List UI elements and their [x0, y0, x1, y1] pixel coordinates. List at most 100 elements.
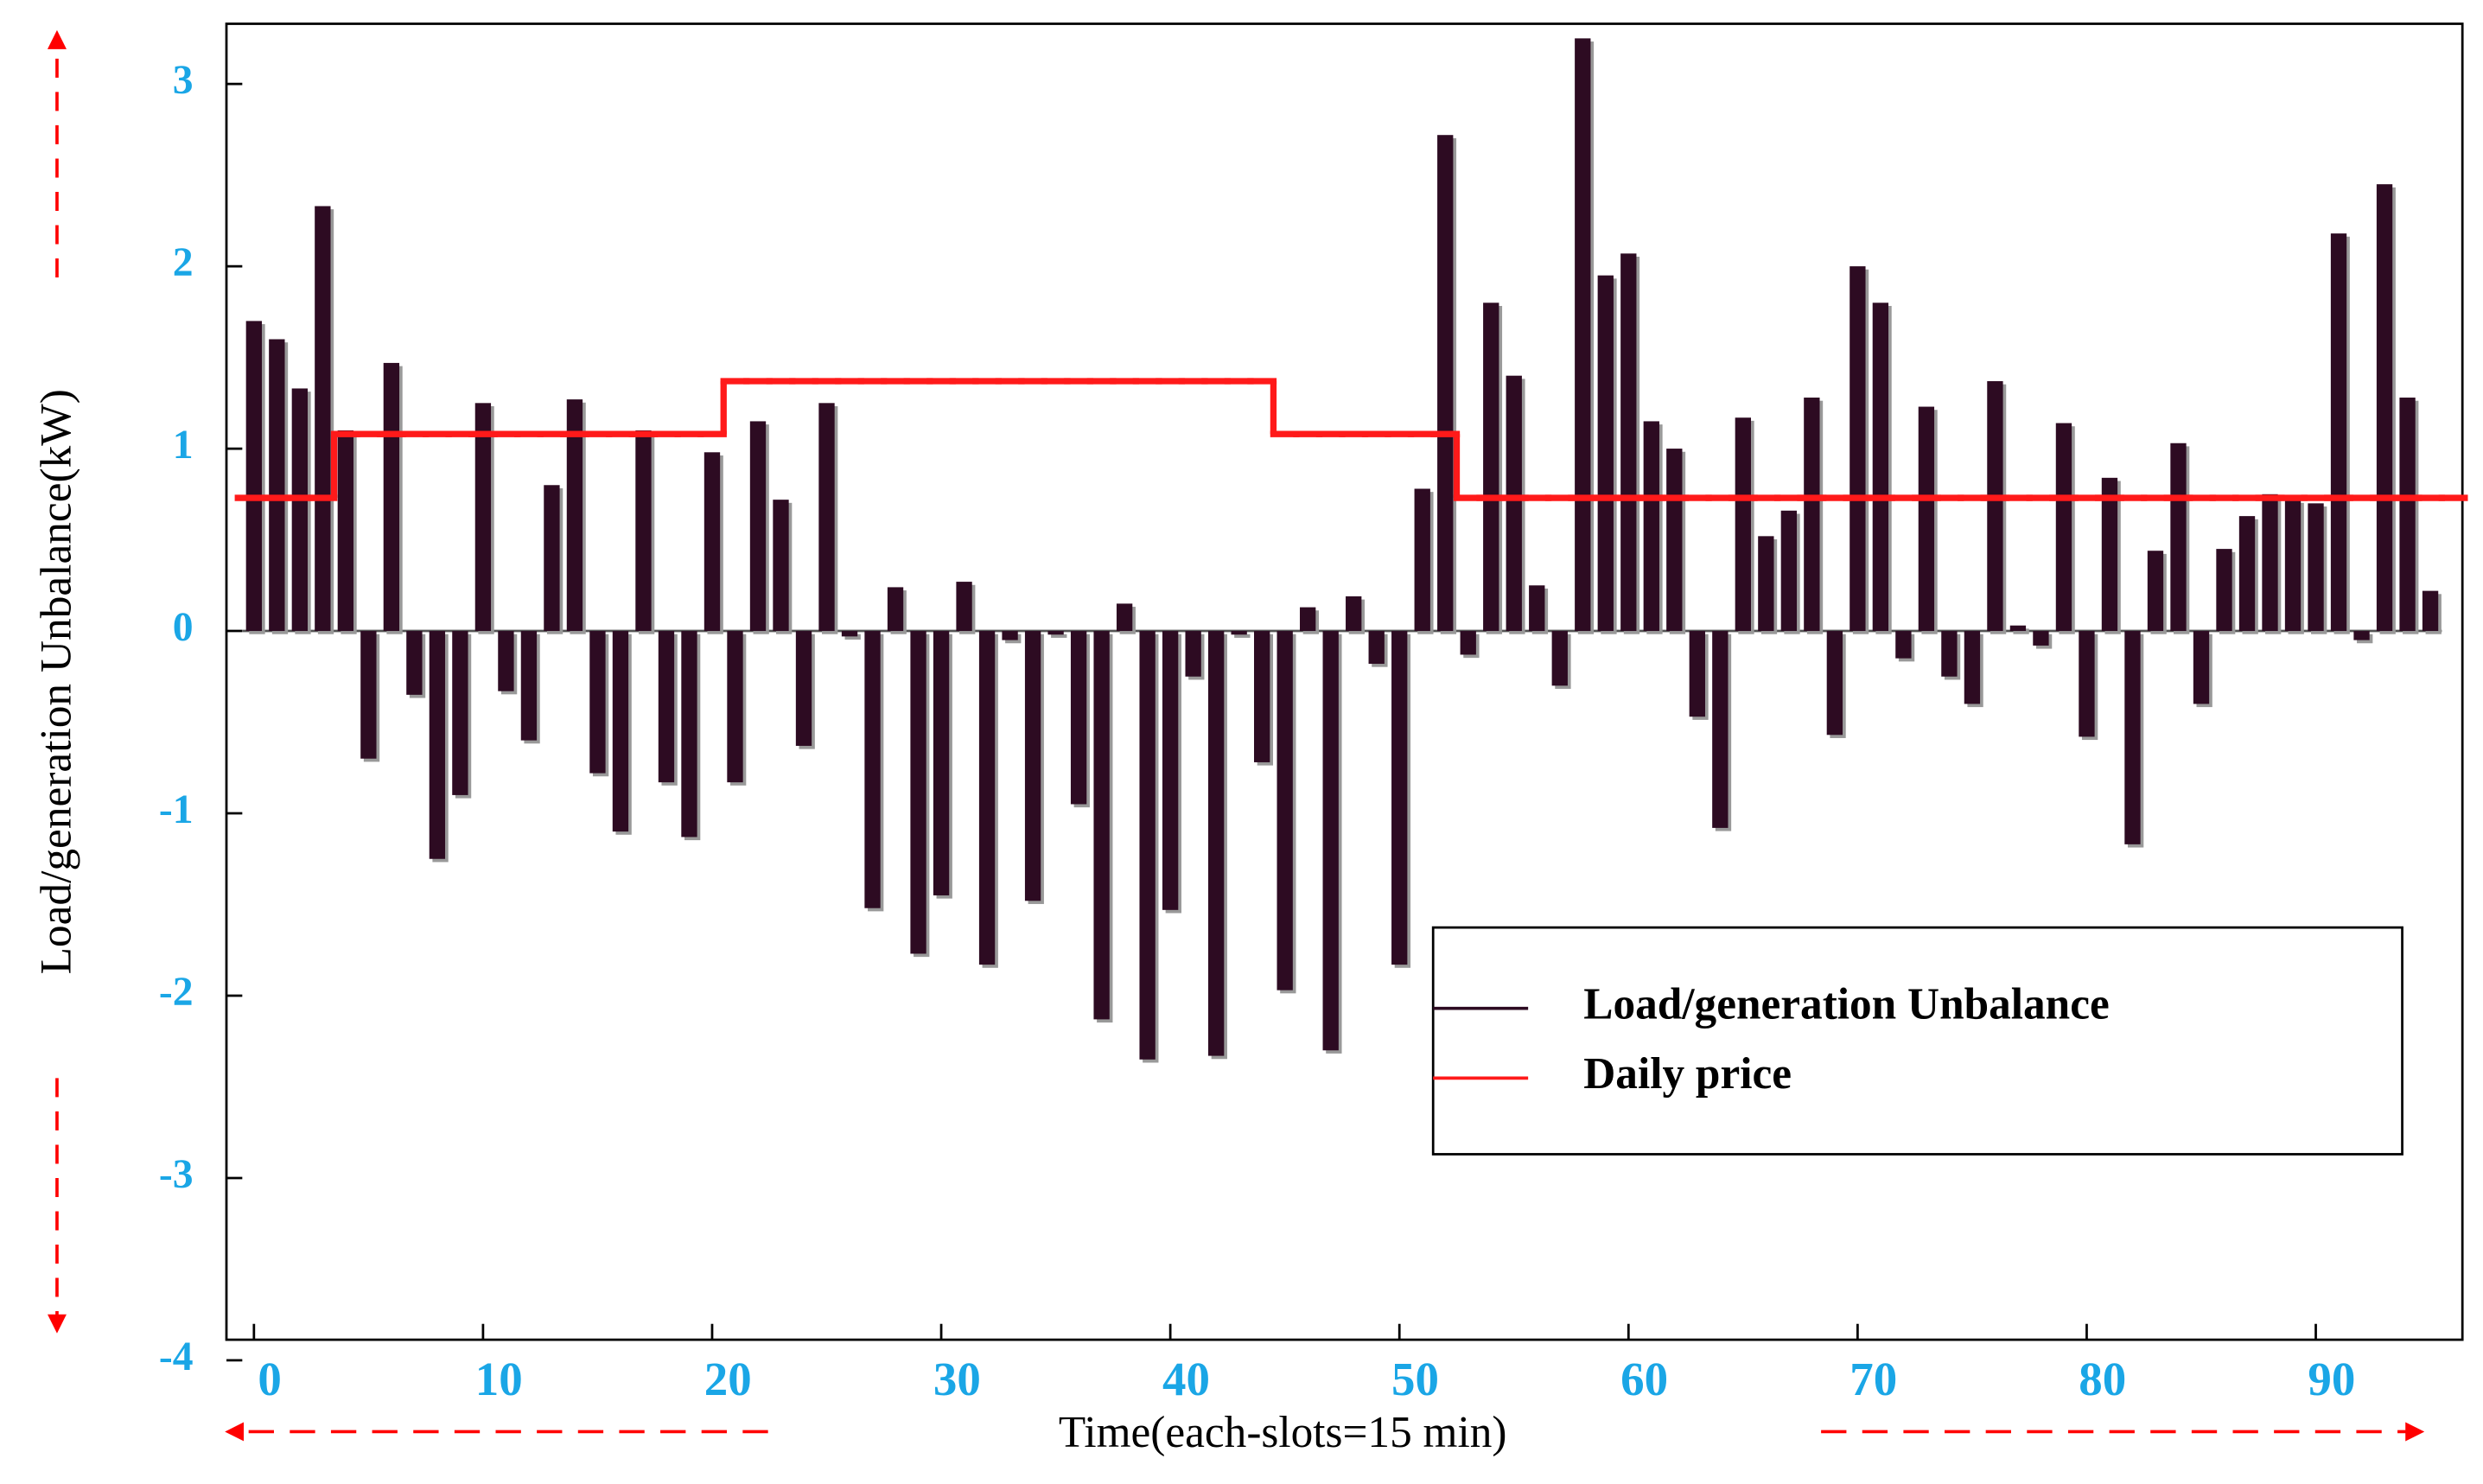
bar	[978, 631, 996, 965]
bar	[1643, 421, 1659, 632]
bar	[2055, 423, 2072, 632]
bar	[1162, 631, 1179, 910]
bar	[2009, 625, 2027, 632]
bar	[2376, 184, 2393, 632]
bar	[337, 430, 354, 632]
bar	[818, 403, 835, 632]
bar	[2353, 631, 2370, 640]
legend: Load/generation Unbalance Daily price	[1431, 926, 2403, 1156]
bar-shadow	[844, 634, 861, 640]
bar	[566, 399, 583, 632]
y-tick-label: 3	[173, 58, 194, 103]
bar	[1941, 631, 1958, 677]
bar	[1346, 596, 1362, 632]
bar	[1460, 631, 1476, 655]
bar	[245, 321, 262, 632]
bar	[1368, 631, 1385, 665]
x-tick-label: 80	[2079, 1353, 2126, 1405]
bar	[1918, 406, 1935, 632]
bar	[2238, 516, 2256, 632]
bar	[2262, 494, 2278, 632]
bar	[2170, 443, 2187, 632]
bar	[1850, 266, 1866, 632]
legend-label: Daily price	[1583, 1049, 1792, 1099]
bar	[658, 631, 675, 783]
x-tick-label: 50	[1391, 1353, 1439, 1405]
bar	[1597, 275, 1614, 632]
bar	[841, 631, 858, 637]
bar	[1506, 375, 1522, 632]
bar	[773, 500, 789, 632]
bar	[2193, 631, 2210, 704]
bar	[1231, 631, 1247, 635]
bar	[498, 631, 514, 691]
y-tick-label: 1	[173, 423, 194, 468]
bar	[383, 362, 400, 632]
bar	[2330, 233, 2347, 632]
x-axis-label: Time(each-slots=15 min)	[1059, 1408, 1507, 1457]
bar	[681, 631, 697, 838]
bar	[1437, 135, 1454, 632]
bar	[589, 631, 606, 774]
bar	[1116, 603, 1133, 632]
x-tick-label: 90	[2308, 1353, 2355, 1405]
bar	[727, 631, 743, 783]
bar	[1139, 631, 1156, 1060]
bar	[1689, 631, 1705, 717]
bar	[2147, 551, 2164, 632]
bar	[1804, 398, 1820, 632]
bar	[2399, 398, 2416, 632]
y-tick-label: -4	[159, 1334, 194, 1379]
bar	[2079, 631, 2095, 737]
bar	[1987, 381, 2003, 632]
bar	[2033, 631, 2049, 646]
x-tick-label: 30	[933, 1353, 981, 1405]
bar	[452, 631, 468, 795]
bar	[1322, 631, 1339, 1051]
x-tick-label: 70	[1850, 1353, 1897, 1405]
bar	[933, 631, 950, 895]
y-tick-label: 0	[173, 605, 194, 650]
bar	[269, 339, 285, 632]
y-tick-label: -2	[159, 970, 194, 1015]
bar	[956, 582, 972, 632]
bar	[1070, 631, 1087, 805]
bar	[1529, 585, 1545, 632]
bar	[2101, 477, 2118, 632]
legend-label: Load/generation Unbalance	[1583, 979, 2110, 1029]
bar	[887, 587, 904, 632]
bar	[2216, 549, 2232, 632]
bar	[474, 403, 492, 632]
bar	[1758, 536, 1774, 632]
bar	[520, 631, 538, 741]
bar	[1254, 631, 1270, 762]
y-axis-label: Load/generation Unbalance(kW)	[31, 389, 80, 974]
bar	[612, 631, 629, 832]
bar	[1575, 38, 1591, 632]
bar	[1964, 631, 1981, 704]
bar	[360, 631, 377, 759]
legend-box	[1431, 926, 2403, 1156]
bar	[1826, 631, 1843, 736]
bar	[1483, 303, 1499, 632]
bar	[1207, 631, 1225, 1056]
marks	[234, 38, 2468, 1063]
bar	[1093, 631, 1110, 1020]
bar	[315, 206, 331, 632]
bar	[910, 631, 926, 954]
x-tick-label: 20	[704, 1353, 752, 1405]
bar	[1872, 303, 1889, 632]
bar	[1735, 417, 1751, 632]
y-tick-label: -1	[159, 787, 194, 832]
x-tick-label: 10	[475, 1353, 523, 1405]
bar	[1391, 631, 1408, 965]
bar	[635, 430, 652, 632]
bar	[429, 631, 446, 859]
bar	[704, 452, 721, 632]
bar	[2422, 590, 2439, 632]
bar	[795, 631, 812, 746]
bar	[1414, 488, 1430, 632]
bar	[749, 421, 767, 632]
bar	[1277, 631, 1293, 990]
